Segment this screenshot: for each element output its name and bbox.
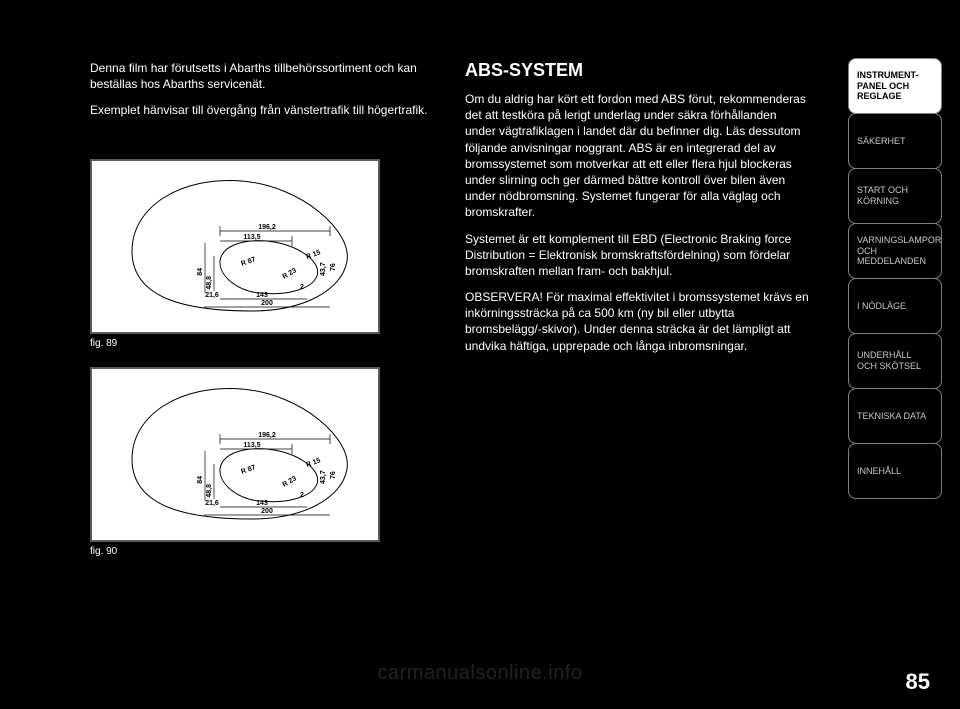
page-root: Denna film har förutsetts i Abarths till…	[0, 0, 960, 709]
dim-48-8-b: 48,8	[206, 483, 213, 497]
tab-label: INSTRUMENT-PANEL OCH REGLAGE	[857, 70, 933, 102]
page-number: 85	[906, 669, 930, 695]
tab-label: VARNINGSLAMPOR OCH MEDDELANDEN	[857, 235, 941, 267]
figure-89-label: fig. 89	[90, 338, 435, 349]
tab-nodlage[interactable]: I NÖDLÄGE	[848, 278, 942, 334]
figure-89: 196,2 113,5 84 48,8 R 87 R 23 R 15	[90, 159, 380, 334]
left-column: Denna film har förutsetts i Abarths till…	[90, 60, 435, 557]
tab-label: START OCH KÖRNING	[857, 185, 933, 207]
tab-label: INNEHÅLL	[857, 466, 901, 477]
dim-84: 84	[197, 267, 204, 275]
dim-200: 200	[261, 300, 273, 307]
figure-90: 196,2 113,5 84 48,8 R 87 R 23 R 15 143 2…	[90, 367, 380, 542]
dim-196-2: 196,2	[258, 224, 276, 231]
dim-113-5-b: 113,5	[243, 442, 260, 449]
tab-label: UNDERHÅLL OCH SKÖTSEL	[857, 350, 933, 372]
dim-76-b: 76	[330, 471, 337, 479]
dim-200-b: 200	[261, 508, 273, 515]
left-paragraph-1: Denna film har förutsetts i Abarths till…	[90, 60, 435, 92]
figure-90-label: fig. 90	[90, 546, 435, 557]
dim-84-b: 84	[197, 475, 204, 483]
tab-innehall[interactable]: INNEHÅLL	[848, 443, 942, 499]
tab-tekniska-data[interactable]: TEKNISKA DATA	[848, 388, 942, 444]
left-paragraph-2: Exemplet hänvisar till övergång från vän…	[90, 102, 435, 118]
dim-196-2-b: 196,2	[258, 432, 276, 439]
dim-76: 76	[330, 263, 337, 271]
figure-89-svg: 196,2 113,5 84 48,8 R 87 R 23 R 15	[92, 161, 382, 336]
dim-143-b: 143	[256, 500, 268, 507]
content-columns: Denna film har förutsetts i Abarths till…	[90, 60, 810, 557]
right-paragraph-3: OBSERVERA! För maximal effektivitet i br…	[465, 289, 810, 354]
dim-48-8: 48,8	[206, 275, 213, 289]
section-tabs: INSTRUMENT-PANEL OCH REGLAGE SÄKERHET ST…	[848, 58, 942, 498]
tab-label: TEKNISKA DATA	[857, 411, 926, 422]
right-paragraph-2: Systemet är ett komplement till EBD (Ele…	[465, 231, 810, 280]
abs-heading: ABS-SYSTEM	[465, 60, 810, 81]
tab-start-korning[interactable]: START OCH KÖRNING	[848, 168, 942, 224]
tab-sakerhet[interactable]: SÄKERHET	[848, 113, 942, 169]
tab-varningslampor[interactable]: VARNINGSLAMPOR OCH MEDDELANDEN	[848, 223, 942, 279]
dim-113-5: 113,5	[243, 234, 260, 241]
dim-2-b: 2	[300, 492, 304, 499]
dim-21-6: 21,6	[205, 292, 219, 299]
figure-90-svg: 196,2 113,5 84 48,8 R 87 R 23 R 15 143 2…	[92, 369, 382, 544]
dim-43-7: 43,7	[320, 262, 327, 276]
right-paragraph-1: Om du aldrig har kört ett fordon med ABS…	[465, 91, 810, 221]
right-column: ABS-SYSTEM Om du aldrig har kört ett for…	[465, 60, 810, 557]
tab-label: I NÖDLÄGE	[857, 301, 906, 312]
dim-2: 2	[300, 284, 304, 291]
dim-143: 143	[256, 292, 268, 299]
dim-43-7-b: 43,7	[320, 470, 327, 484]
tab-instrumentpanel[interactable]: INSTRUMENT-PANEL OCH REGLAGE	[848, 58, 942, 114]
dim-21-6-b: 21,6	[205, 500, 219, 507]
tab-underhall[interactable]: UNDERHÅLL OCH SKÖTSEL	[848, 333, 942, 389]
watermark: carmanualsonline.info	[377, 662, 582, 685]
tab-label: SÄKERHET	[857, 136, 906, 147]
